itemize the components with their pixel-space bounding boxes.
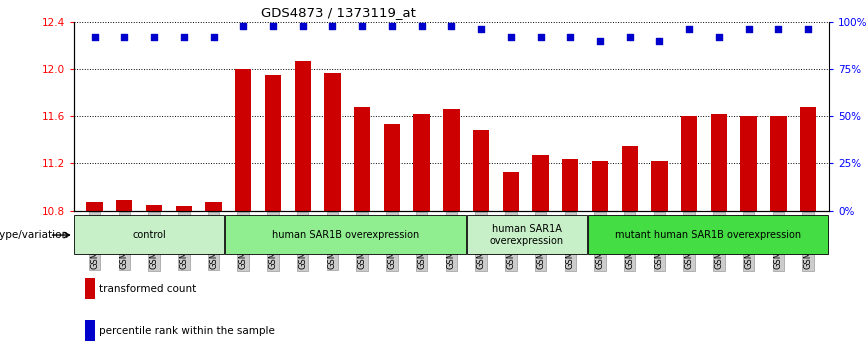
Bar — [384, 125, 400, 211]
Bar — [740, 116, 757, 211]
Point — [563, 34, 577, 40]
Point — [593, 38, 607, 44]
Point — [504, 34, 518, 40]
Point — [147, 34, 161, 40]
Bar — [681, 116, 697, 211]
Bar — [226, 215, 466, 254]
Bar — [175, 206, 192, 211]
Bar — [800, 107, 816, 211]
Bar — [85, 278, 95, 299]
Bar — [87, 202, 102, 211]
Point — [326, 23, 339, 28]
Bar — [116, 200, 133, 211]
Bar — [473, 130, 490, 211]
Text: percentile rank within the sample: percentile rank within the sample — [99, 326, 275, 336]
Bar — [562, 159, 578, 211]
Text: transformed count: transformed count — [99, 284, 196, 294]
Point — [623, 34, 637, 40]
Bar — [621, 146, 638, 211]
Text: control: control — [133, 230, 166, 240]
Text: human SAR1B overexpression: human SAR1B overexpression — [272, 230, 419, 240]
Bar — [325, 73, 340, 211]
Point — [355, 23, 369, 28]
Point — [712, 34, 726, 40]
Point — [177, 34, 191, 40]
Text: genotype/variation: genotype/variation — [0, 230, 69, 240]
Bar — [503, 172, 519, 211]
Bar — [413, 114, 430, 211]
Point — [444, 23, 458, 28]
Point — [296, 23, 310, 28]
Point — [415, 23, 429, 28]
Bar — [265, 75, 281, 211]
Point — [534, 34, 548, 40]
Text: mutant human SAR1B overexpression: mutant human SAR1B overexpression — [615, 230, 801, 240]
Point — [772, 26, 786, 32]
Point — [682, 26, 696, 32]
Bar — [85, 320, 95, 342]
Bar — [75, 215, 224, 254]
Point — [236, 23, 250, 28]
Bar — [354, 107, 371, 211]
Point — [207, 34, 220, 40]
Bar — [592, 161, 608, 211]
Point — [742, 26, 756, 32]
Bar — [444, 109, 459, 211]
Point — [117, 34, 131, 40]
Bar — [770, 116, 786, 211]
Point — [653, 38, 667, 44]
Point — [385, 23, 398, 28]
Bar — [588, 215, 828, 254]
Bar — [711, 114, 727, 211]
Point — [88, 34, 102, 40]
Bar — [235, 69, 252, 211]
Bar — [146, 205, 162, 211]
Text: human SAR1A
overexpression: human SAR1A overexpression — [490, 224, 564, 246]
Point — [474, 26, 488, 32]
Point — [266, 23, 279, 28]
Title: GDS4873 / 1373119_at: GDS4873 / 1373119_at — [260, 6, 416, 19]
Point — [801, 26, 815, 32]
Bar — [294, 61, 311, 211]
Bar — [467, 215, 587, 254]
Bar — [651, 161, 667, 211]
Bar — [206, 202, 221, 211]
Bar — [532, 155, 549, 211]
